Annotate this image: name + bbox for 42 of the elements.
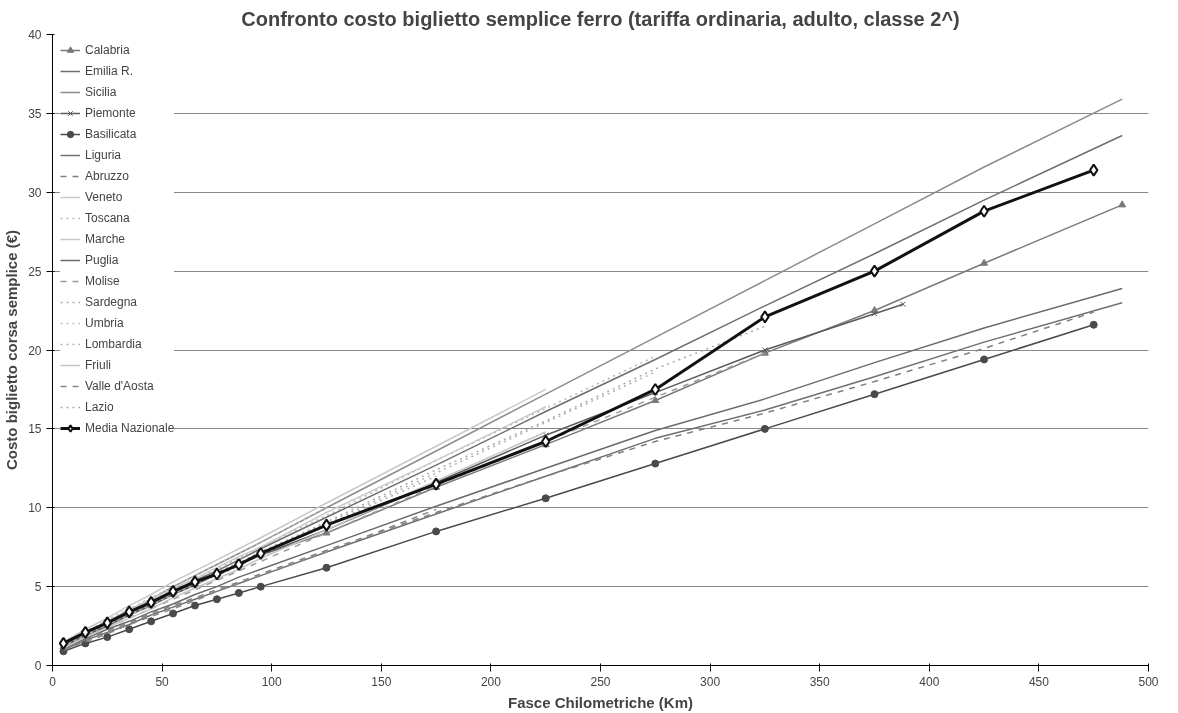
legend-label: Lombardia [85, 336, 142, 352]
x-tick-label: 350 [809, 674, 831, 689]
y-tick-label: 20 [28, 343, 42, 358]
legend-label: Molise [85, 273, 120, 289]
x-tick-label: 200 [480, 674, 502, 689]
x-tick-label: 50 [155, 674, 170, 689]
y-tick-label: 5 [34, 580, 42, 595]
x-tick-label: 450 [1028, 674, 1050, 689]
y-axis-title: Costo biglietto corsa semplice (€) [3, 229, 21, 471]
legend-label: Lazio [85, 399, 114, 415]
x-tick-label: 300 [700, 674, 721, 689]
legend-label: Basilicata [85, 126, 137, 142]
legend-label: Umbria [85, 315, 124, 331]
legend-label: Sicilia [85, 84, 117, 100]
y-tick-label: 40 [28, 28, 42, 42]
legend-label: Liguria [85, 147, 122, 163]
x-tick-label: 150 [371, 674, 392, 689]
legend-label: Calabria [85, 42, 130, 58]
x-tick-label: 400 [919, 674, 940, 689]
x-tick-label: 0 [49, 674, 57, 689]
legend-label: Veneto [85, 189, 123, 205]
legend-label: Toscana [85, 210, 130, 226]
x-tick-label: 250 [590, 674, 611, 689]
x-tick-label: 500 [1138, 674, 1159, 689]
y-tick-label: 35 [28, 106, 42, 121]
y-tick-label: 10 [28, 501, 42, 516]
legend-label: Emilia R. [85, 63, 134, 79]
legend-label: Piemonte [85, 105, 136, 121]
y-tick-label: 30 [28, 185, 42, 200]
legend-label: Valle d'Aosta [85, 378, 154, 394]
legend-label: Marche [85, 231, 126, 247]
chart-title: Confronto costo biglietto semplice ferro (tariffa ordinaria, adulto, classe 2^) [241, 7, 960, 30]
x-axis-title: Fasce Chilometriche (Km) [507, 693, 694, 711]
y-tick-label: 25 [28, 264, 42, 279]
x-tick-label: 100 [261, 674, 283, 689]
legend-label: Puglia [85, 252, 119, 268]
legend-label: Sardegna [85, 294, 138, 310]
y-tick-label: 15 [28, 422, 42, 437]
legend-label: Abruzzo [85, 168, 130, 184]
legend-label: Friuli [85, 357, 111, 373]
legend-label: Media Nazionale [85, 420, 175, 436]
y-tick-label: 0 [34, 659, 42, 673]
